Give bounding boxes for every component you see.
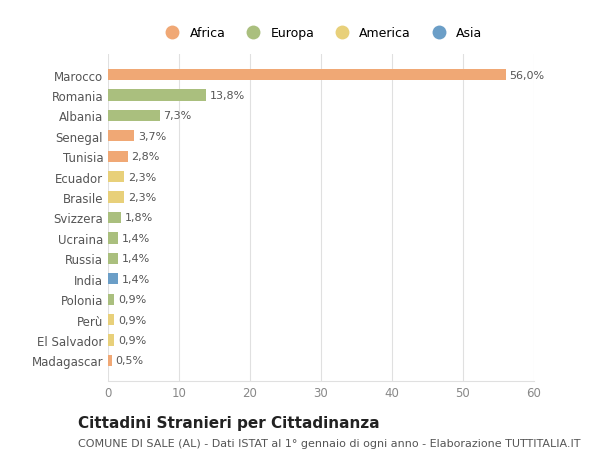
Bar <box>108 335 115 346</box>
Text: 13,8%: 13,8% <box>209 91 245 101</box>
Bar <box>108 90 206 101</box>
Bar <box>108 192 124 203</box>
Bar <box>108 213 121 224</box>
Text: 1,4%: 1,4% <box>121 233 150 243</box>
Bar <box>108 111 160 122</box>
Bar <box>108 355 112 366</box>
Text: 2,3%: 2,3% <box>128 172 156 182</box>
Text: 1,4%: 1,4% <box>121 274 150 284</box>
Bar <box>108 70 506 81</box>
Text: 0,9%: 0,9% <box>118 295 146 304</box>
Bar <box>108 233 118 244</box>
Text: 7,3%: 7,3% <box>163 111 191 121</box>
Bar <box>108 151 128 162</box>
Text: COMUNE DI SALE (AL) - Dati ISTAT al 1° gennaio di ogni anno - Elaborazione TUTTI: COMUNE DI SALE (AL) - Dati ISTAT al 1° g… <box>78 438 581 448</box>
Text: 1,8%: 1,8% <box>124 213 152 223</box>
Text: 0,9%: 0,9% <box>118 335 146 345</box>
Text: 3,7%: 3,7% <box>138 132 166 141</box>
Bar <box>108 253 118 264</box>
Text: 2,3%: 2,3% <box>128 193 156 203</box>
Bar <box>108 294 115 305</box>
Text: 2,8%: 2,8% <box>131 152 160 162</box>
Bar <box>108 172 124 183</box>
Text: 0,5%: 0,5% <box>115 356 143 365</box>
Text: 1,4%: 1,4% <box>121 254 150 264</box>
Bar <box>108 131 134 142</box>
Text: Cittadini Stranieri per Cittadinanza: Cittadini Stranieri per Cittadinanza <box>78 415 380 431</box>
Text: 56,0%: 56,0% <box>509 71 544 80</box>
Bar <box>108 274 118 285</box>
Text: 0,9%: 0,9% <box>118 315 146 325</box>
Legend: Africa, Europa, America, Asia: Africa, Europa, America, Asia <box>155 22 487 45</box>
Bar <box>108 314 115 325</box>
